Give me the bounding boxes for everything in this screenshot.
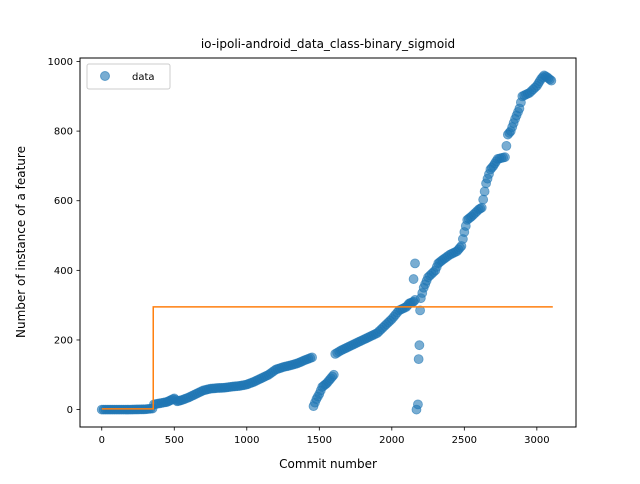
y-tick-label: 400 xyxy=(54,266,73,277)
fit-line xyxy=(101,306,553,410)
y-tick-label: 600 xyxy=(54,196,73,207)
legend: data xyxy=(86,63,171,90)
data-point xyxy=(307,352,317,363)
data-point xyxy=(415,305,425,316)
data-point xyxy=(500,152,510,163)
data-point xyxy=(479,186,490,197)
y-axis-label: Number of instance of a feature xyxy=(14,146,28,338)
y-tick-label: 1000 xyxy=(48,57,73,68)
axes: 0 500 1000 1500 2000 2500 3000 0 200 400 600 800 100… xyxy=(48,57,550,446)
y-tick-label: 800 xyxy=(54,127,73,138)
plot-area xyxy=(96,70,557,415)
data-point xyxy=(413,399,423,410)
x-tick-label: 0 xyxy=(99,435,105,446)
data-point xyxy=(501,140,512,151)
x-tick-label: 2500 xyxy=(452,435,477,446)
chart-title: io-ipoli-android_data_class-binary_sigmo… xyxy=(201,37,455,51)
y-tick-label: 200 xyxy=(54,335,73,346)
data-point xyxy=(546,75,557,86)
legend-label-data: data xyxy=(132,72,155,83)
x-tick-label: 1000 xyxy=(234,435,259,446)
axes-frame xyxy=(79,57,577,428)
legend-marker-data xyxy=(100,71,110,81)
data-point xyxy=(328,369,339,380)
data-point xyxy=(408,274,419,284)
y-tick-label: 0 xyxy=(67,405,73,416)
data-point xyxy=(414,340,425,351)
data-point xyxy=(476,202,487,213)
x-tick-label: 3000 xyxy=(524,435,549,446)
x-tick-label: 1500 xyxy=(307,435,332,446)
x-tick-label: 500 xyxy=(165,435,184,446)
legend-box xyxy=(86,63,171,90)
data-point xyxy=(478,194,489,205)
x-tick-label: 2000 xyxy=(379,435,404,446)
x-axis-label: Commit number xyxy=(279,457,377,471)
data-point xyxy=(410,258,420,269)
data-point xyxy=(413,354,424,365)
